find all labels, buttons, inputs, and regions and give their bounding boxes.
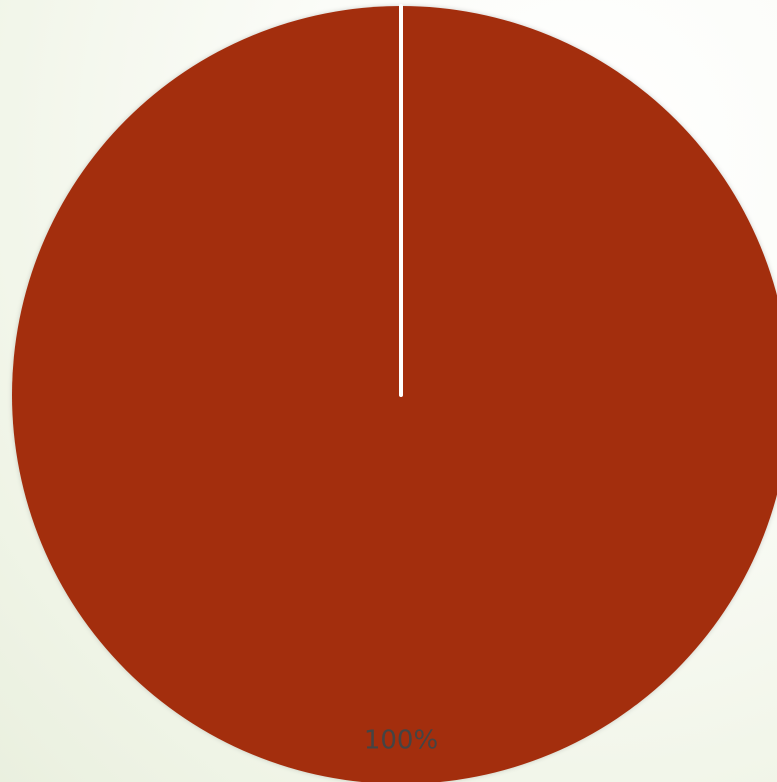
- pie-slice: [12, 6, 777, 782]
- slice-data-label: 100%: [364, 726, 438, 756]
- pie-slices: [12, 4, 777, 782]
- pie-data-labels: 100%: [364, 726, 438, 756]
